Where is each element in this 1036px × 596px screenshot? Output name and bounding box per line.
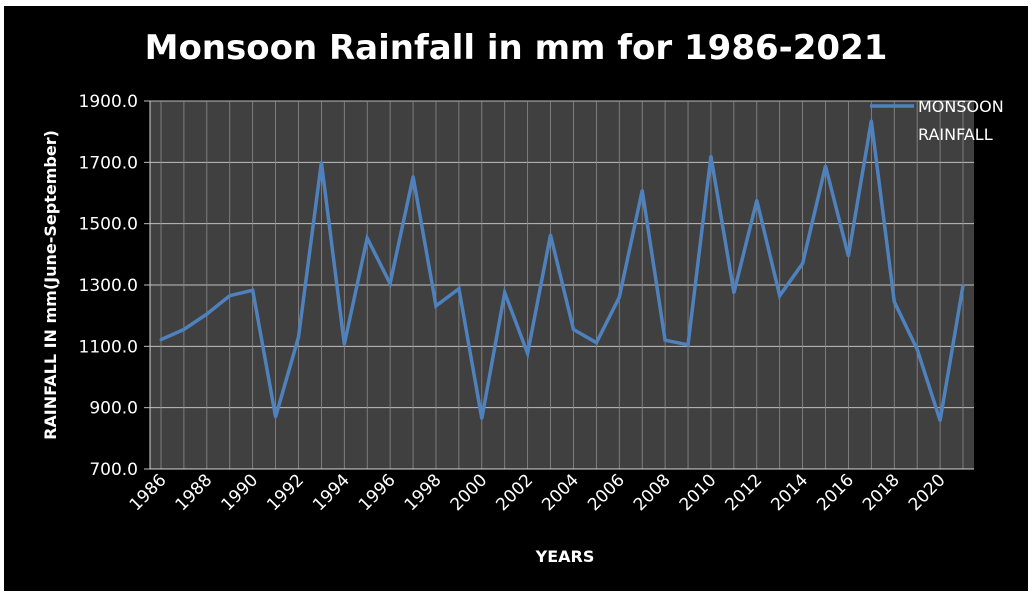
x-tick-label: 2012 — [722, 470, 767, 515]
data-point — [457, 287, 461, 291]
y-tick-label: 1700.0 — [79, 153, 138, 173]
x-tick-label: 1996 — [355, 470, 400, 515]
data-point — [228, 294, 232, 298]
data-point — [892, 300, 896, 304]
data-point — [182, 327, 186, 331]
x-tick-label: 2018 — [859, 470, 904, 515]
x-tick-label: 2004 — [538, 470, 583, 515]
data-point — [388, 281, 392, 285]
data-point — [869, 119, 873, 123]
y-axis-title: RAINFALL IN mm(June-September) — [41, 130, 60, 440]
data-point — [617, 295, 621, 299]
x-tick-label: 1992 — [263, 470, 308, 515]
data-point — [411, 175, 415, 179]
data-point — [296, 335, 300, 339]
y-tick-label: 1300.0 — [79, 276, 138, 296]
x-tick-label: 2016 — [813, 470, 858, 515]
y-tick-label: 1500.0 — [79, 215, 138, 235]
y-tick-label: 900.0 — [89, 399, 138, 419]
data-point — [824, 164, 828, 168]
x-tick-label: 1990 — [217, 470, 262, 515]
data-point — [640, 189, 644, 193]
chart-svg: 700.0 900.0 1100.0 1300.0 1500.0 1700.0 1900.0… — [41, 92, 1004, 566]
data-point — [732, 291, 736, 295]
x-tick-label: 1998 — [401, 470, 446, 515]
x-tick-label: 1994 — [309, 470, 354, 515]
data-point — [319, 160, 323, 164]
data-point — [365, 236, 369, 240]
data-point — [663, 338, 667, 342]
data-point — [571, 327, 575, 331]
x-axis-title: YEARS — [535, 547, 595, 566]
x-tick-label: 2000 — [447, 470, 492, 515]
data-point — [526, 351, 530, 355]
x-tick-label: 1988 — [172, 470, 217, 515]
legend: MONSOON RAINFALL — [870, 97, 1004, 144]
y-tick-label: 1100.0 — [79, 337, 138, 357]
grid-layer — [149, 100, 974, 470]
data-point — [274, 415, 278, 419]
y-axis-ticks: 700.0 900.0 1100.0 1300.0 1500.0 1700.0 1900.0 — [79, 92, 150, 480]
x-tick-label: 2002 — [492, 470, 537, 515]
data-point — [159, 338, 163, 342]
chart-title: Monsoon Rainfall in mm for 1986-2021 — [144, 28, 888, 68]
x-tick-label: 2020 — [905, 470, 950, 515]
data-point — [251, 288, 255, 292]
data-point — [594, 341, 598, 345]
data-point — [961, 284, 965, 288]
data-point — [915, 347, 919, 351]
series-layer — [159, 119, 965, 423]
data-point — [938, 419, 942, 423]
data-point — [686, 343, 690, 347]
x-tick-label: 2008 — [630, 470, 675, 515]
data-point — [778, 294, 782, 298]
data-point — [480, 416, 484, 420]
legend-label-line2: RAINFALL — [918, 125, 993, 144]
y-tick-label: 700.0 — [89, 460, 138, 480]
data-point — [434, 304, 438, 308]
x-tick-label: 2006 — [584, 470, 629, 515]
data-point — [755, 198, 759, 202]
chart-frame: Monsoon Rainfall in mm for 1986-2021 700… — [4, 6, 1028, 591]
data-point — [342, 342, 346, 346]
data-point — [709, 154, 713, 158]
x-tick-label: 2014 — [767, 470, 812, 515]
legend-label-line1: MONSOON — [918, 97, 1004, 116]
data-point — [846, 254, 850, 258]
x-tick-label: 2010 — [676, 470, 721, 515]
data-point — [205, 312, 209, 316]
data-point — [549, 233, 553, 237]
series-line-monsoon-rainfall — [160, 120, 965, 422]
data-point — [503, 291, 507, 295]
data-point — [801, 262, 805, 266]
y-tick-label: 1900.0 — [79, 92, 138, 112]
x-axis-ticks: 1986 1988 1990 1992 1994 1996 1998 2000 2002 2004… — [126, 470, 950, 515]
